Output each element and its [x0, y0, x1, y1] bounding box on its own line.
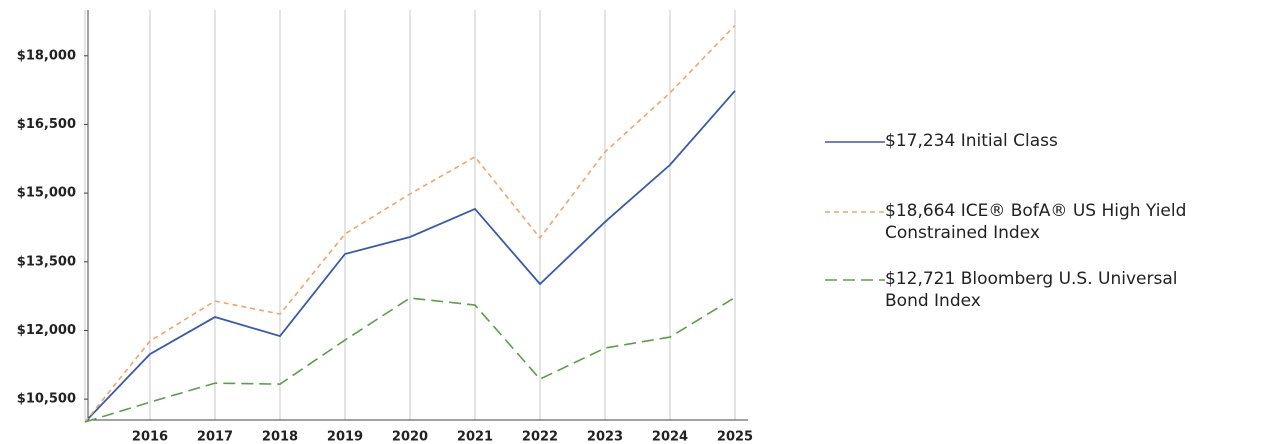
- chart: 2016 2017 2018 2019 2020 2021 2022 2023 2024 2025…: [17, 10, 753, 444]
- legend-swatch: [825, 211, 885, 213]
- y-tick-label: $13,500: [17, 254, 76, 269]
- x-tick-label: 2021: [457, 430, 493, 444]
- x-tick-label: 2017: [197, 430, 233, 444]
- legend-swatch: [825, 141, 885, 143]
- legend-swatch: [825, 279, 885, 281]
- x-tick-label: 2018: [262, 430, 298, 444]
- legend-item: $17,234 Initial Class: [825, 130, 1275, 152]
- x-tick-label: 2022: [522, 430, 558, 444]
- y-tick-label: $10,500: [17, 392, 76, 407]
- legend-item: $12,721 Bloomberg U.S. Universal Bond In…: [825, 268, 1275, 312]
- x-tick-label: 2025: [717, 430, 753, 444]
- x-tick-label: 2016: [132, 430, 168, 444]
- x-tick-label: 2020: [392, 430, 428, 444]
- y-tick-label: $16,500: [17, 117, 76, 132]
- series-line: [84, 90, 736, 423]
- legend-item: $18,664 ICE® BofA® US High Yield Constra…: [825, 200, 1275, 244]
- y-tick-label: $12,000: [17, 323, 76, 338]
- x-tick-label: 2019: [327, 430, 363, 444]
- legend-label: $17,234 Initial Class: [885, 131, 1058, 151]
- legend-label: $18,664 ICE® BofA® US High Yield Constra…: [885, 201, 1187, 243]
- x-tick-label: 2023: [587, 430, 623, 444]
- x-tick-label: 2024: [652, 430, 688, 444]
- y-tick-label: $15,000: [17, 186, 76, 201]
- legend-label: $12,721 Bloomberg U.S. Universal Bond In…: [885, 269, 1178, 311]
- series-line: [84, 24, 736, 423]
- y-tick-label: $18,000: [17, 48, 76, 63]
- series-line: [84, 296, 736, 423]
